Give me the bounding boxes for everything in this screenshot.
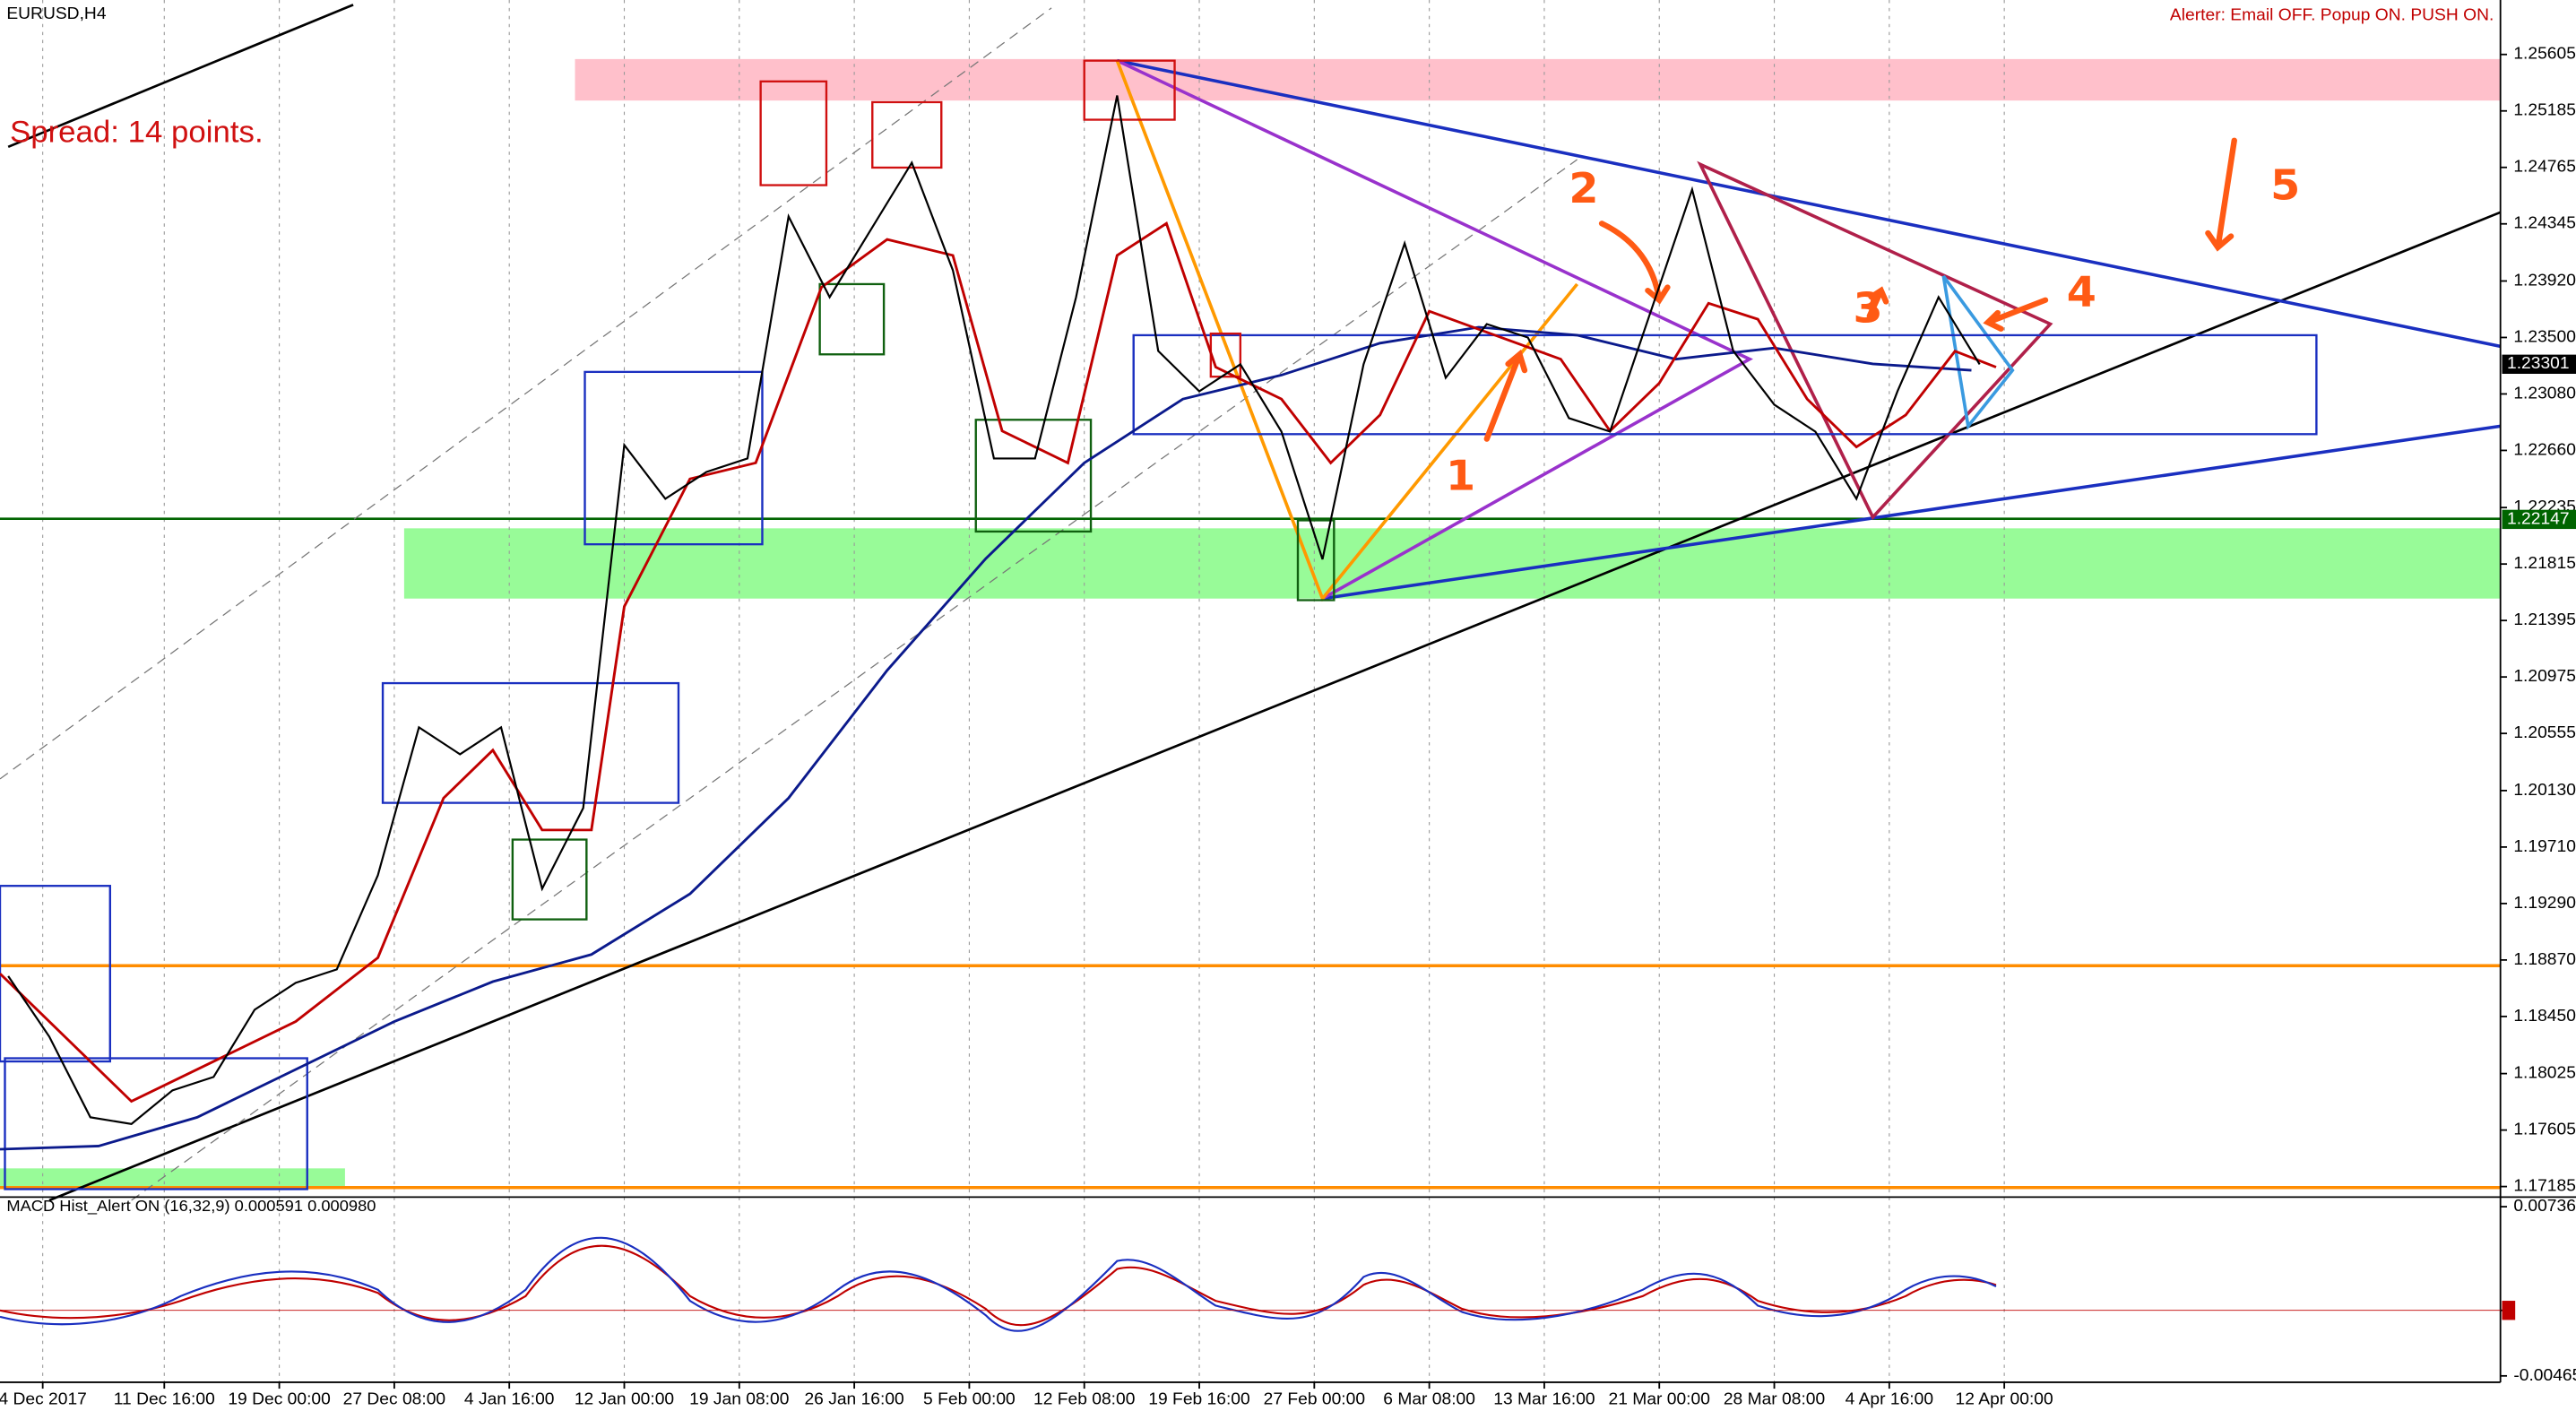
arrow (2205, 137, 2237, 252)
y-tick-label: 1.21395 (2513, 610, 2576, 629)
x-tick-label: 12 Jan 00:00 (575, 1390, 674, 1409)
annotation: 2 (1569, 165, 1598, 213)
grid (42, 0, 2005, 1382)
x-tick-label: 19 Jan 08:00 (689, 1390, 789, 1409)
y-tick-label: 1.19290 (2513, 894, 2576, 913)
arrow (1483, 349, 1528, 442)
y-tick-label: 1.24765 (2513, 158, 2576, 177)
y-tick-label: 1.18450 (2513, 1007, 2576, 1026)
x-tick-label: 26 Jan 16:00 (804, 1390, 903, 1409)
box (511, 838, 588, 921)
y-tick-label: 1.22660 (2513, 441, 2576, 460)
x-tick-label: 4 Dec 2017 (0, 1390, 87, 1409)
x-tick-label: 13 Mar 16:00 (1493, 1390, 1595, 1409)
arrow (1598, 221, 1671, 305)
trend-line (7, 4, 354, 149)
x-tick-label: 21 Mar 00:00 (1609, 1390, 1710, 1409)
symbol-label: EURUSD,H4 (6, 4, 106, 23)
annotation: 4 (2067, 268, 2096, 316)
arrow (1866, 286, 1889, 319)
box (583, 370, 764, 546)
macd-line (0, 1236, 1997, 1332)
y-tick-label: 1.23500 (2513, 328, 2576, 347)
drawings (0, 4, 2502, 1202)
y-tick-label: 1.18870 (2513, 950, 2576, 969)
box (4, 1057, 308, 1190)
y-tick-label: 1.25605 (2513, 45, 2576, 64)
zero-marker (2502, 1301, 2516, 1320)
y-tick-label: 1.18025 (2513, 1064, 2576, 1083)
y-tick-label: 1.25185 (2513, 101, 2576, 120)
x-tick-label: 4 Apr 16:00 (1846, 1390, 1933, 1409)
y-tick-label: 1.20130 (2513, 781, 2576, 800)
y-tick-label: 1.20555 (2513, 723, 2576, 742)
box (0, 885, 111, 1063)
x-tick-label: 27 Dec 08:00 (343, 1390, 445, 1409)
x-tick-label: 19 Dec 00:00 (228, 1390, 330, 1409)
triangle (1116, 59, 1753, 601)
x-tick-label: 28 Mar 08:00 (1724, 1390, 1825, 1409)
x-tick-label: 11 Dec 16:00 (114, 1390, 215, 1409)
x-tick-label: 27 Feb 00:00 (1264, 1390, 1365, 1409)
arrow (1983, 297, 2049, 332)
trend-line (1322, 424, 2501, 601)
spread-label: Spread: 14 points. (10, 116, 264, 149)
y-tick-label: 1.21815 (2513, 554, 2576, 573)
x-tick-label: 6 Mar 08:00 (1383, 1390, 1475, 1409)
x-tick-label: 12 Feb 08:00 (1033, 1390, 1135, 1409)
support-zone (403, 528, 2501, 599)
annotation: 1 (1446, 452, 1475, 500)
box (1083, 59, 1176, 121)
box (974, 419, 1093, 533)
price-marker (2502, 509, 2576, 530)
y-tick-label: 1.20975 (2513, 667, 2576, 686)
triangle (1697, 160, 2053, 521)
y-tick-label: 1.19710 (2513, 837, 2576, 856)
box (818, 282, 886, 356)
price-line (7, 95, 1981, 1125)
moving-average (0, 325, 1972, 1151)
x-tick-label: 12 Apr 00:00 (1956, 1390, 2053, 1409)
price-marker (2502, 354, 2576, 374)
y-tick-label: 0.007362 (2513, 1197, 2576, 1216)
moving-average (0, 221, 1997, 1104)
support-zone (0, 1168, 345, 1190)
macd-signal (0, 1244, 1997, 1327)
box (759, 80, 828, 186)
annotation: 3 (1854, 284, 1883, 333)
y-tick-label: 1.23080 (2513, 385, 2576, 403)
x-tick-label: 4 Jan 16:00 (464, 1390, 555, 1409)
trend-line (1116, 58, 2502, 349)
y-tick-label: 1.17605 (2513, 1121, 2576, 1139)
x-tick-label: 5 Feb 00:00 (923, 1390, 1016, 1409)
price-marker-label: 1.23301 (2507, 354, 2570, 373)
zones (0, 58, 2501, 1190)
resistance-zone (575, 58, 2501, 101)
triangle (1115, 60, 1579, 602)
price-marker-label: 1.22147 (2507, 510, 2570, 529)
annotation: 5 (2270, 161, 2300, 210)
y-tick-label: 1.17185 (2513, 1177, 2576, 1196)
y-tick-label: 1.24345 (2513, 214, 2576, 233)
y-tick-label: 1.23920 (2513, 272, 2576, 290)
box (1132, 333, 2318, 436)
trend-line (48, 211, 2502, 1202)
alerter-status: Alerter: Email OFF. Popup ON. PUSH ON. (2170, 6, 2494, 25)
box (871, 100, 943, 169)
y-tick-label: -0.004653 (2513, 1366, 2576, 1385)
box (1296, 519, 1336, 602)
box (381, 681, 680, 804)
channel-line (0, 7, 1052, 780)
macd-title: MACD Hist_Alert ON (16,32,9) 0.000591 0.… (6, 1197, 376, 1216)
channel-line (131, 159, 1578, 1201)
x-tick-label: 19 Feb 16:00 (1148, 1390, 1249, 1409)
